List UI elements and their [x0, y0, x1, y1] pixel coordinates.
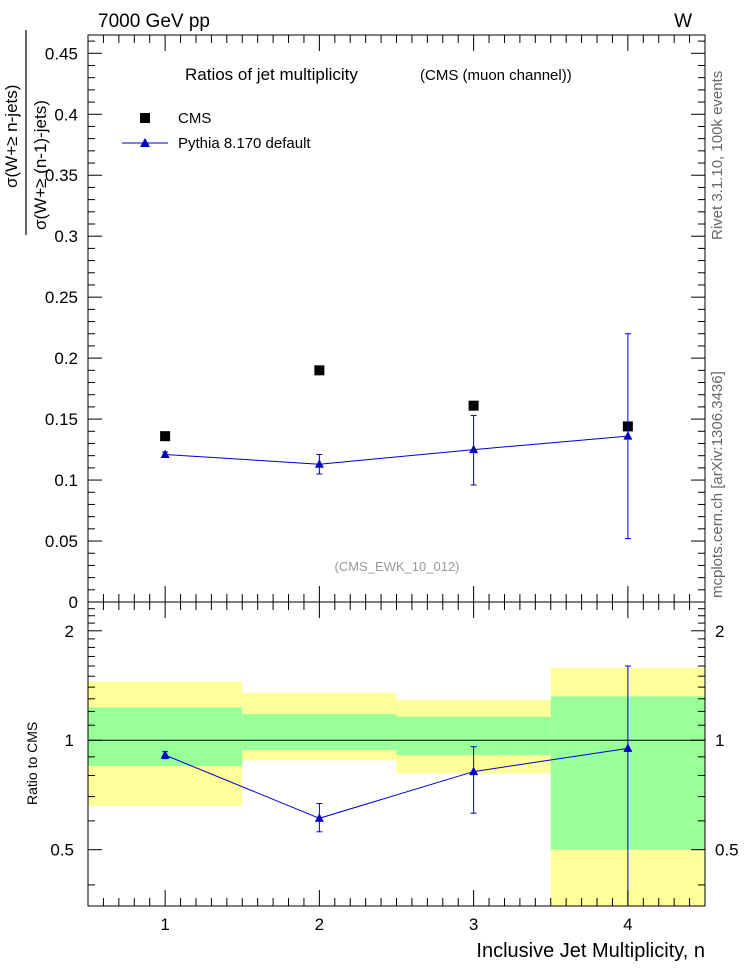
header-process-label: W	[674, 11, 692, 32]
main-y-tick-label: 0.45	[45, 44, 78, 63]
ratio-marks	[160, 665, 633, 906]
ratio-pythia-point	[469, 766, 479, 776]
mcplots-label: mcplots.cern.ch [arXiv:1306.3436]	[709, 371, 726, 598]
main-y-tick-label: 0.4	[54, 105, 78, 124]
header-energy-label: 7000 GeV pp	[98, 11, 210, 32]
ratio-pythia-line	[164, 747, 628, 819]
main-y-axis-label: σ(W+≥ n-jets) σ(W+≥ (n-1)-jets)	[2, 30, 50, 235]
main-y-tick-label: 0.15	[45, 410, 78, 429]
legend-cms-marker	[140, 113, 150, 123]
analysis-watermark: (CMS_EWK_10_012)	[335, 559, 460, 574]
main-x-ticks	[87, 35, 706, 602]
legend-pythia-marker	[140, 138, 150, 147]
main-subtitle: (CMS (muon channel))	[420, 67, 572, 84]
x-tick-label: 2	[315, 915, 324, 934]
ratio-x-ticks: 1 2 3 4	[87, 602, 706, 934]
ratio-pythia-point	[160, 750, 170, 759]
ratio-y-tick-label: 2	[65, 622, 74, 641]
main-y-tick-label: 0	[69, 593, 78, 612]
main-y-tick-label: 0.1	[54, 471, 78, 490]
pythia-line	[165, 435, 628, 465]
ratio-bands	[88, 668, 705, 906]
main-y-label-numerator: σ(W+≥ n-jets)	[2, 85, 21, 188]
x-tick-label: 1	[160, 915, 169, 934]
ratio-y-tick-label-right: 0.5	[715, 841, 739, 860]
ratio-y-tick-label-right: 1	[715, 731, 724, 750]
cms-data-point	[468, 400, 479, 411]
main-y-tick-label: 0.35	[45, 166, 78, 185]
ratio-y-tick-label: 1	[65, 731, 74, 750]
main-y-tick-label: 0.3	[54, 227, 78, 246]
ratio-y-tick-label: 0.5	[50, 841, 74, 860]
ratio-inner-band	[242, 714, 397, 751]
main-y-tick-label: 0.05	[45, 532, 78, 551]
pythia-point	[623, 431, 633, 440]
pythia-point	[469, 444, 479, 454]
x-axis-label: Inclusive Jet Multiplicity, n	[476, 940, 705, 962]
main-y-tick-label: 0.2	[54, 349, 78, 368]
legend-cms-label: CMS	[178, 110, 211, 127]
main-marks	[160, 333, 633, 540]
x-tick-label: 4	[623, 915, 632, 934]
pythia-point	[160, 449, 170, 458]
main-title: Ratios of jet multiplicity	[185, 65, 358, 84]
main-y-tick-label: 0.25	[45, 288, 78, 307]
legend: CMS Pythia 8.170 default	[122, 110, 311, 152]
rivet-version-label: Rivet 3.1.10, 100k events	[709, 71, 726, 240]
ratio-y-axis-label: Ratio to CMS	[24, 722, 40, 805]
cms-data-point	[314, 365, 325, 376]
main-panel: 0 0.05 0.1 0.15 0.2 0.25 0.3 0.35 0.4 0.45 Ratios…	[2, 30, 706, 612]
x-tick-label: 3	[469, 915, 478, 934]
ratio-y-tick-label-right: 2	[715, 622, 724, 641]
cms-data-point	[160, 431, 171, 442]
ratio-y-ticks: 0.5 0.5 1 1 2 2	[50, 608, 739, 886]
ratio-pythia-point	[623, 743, 633, 752]
pythia-point	[314, 459, 324, 468]
main-y-label-denominator: σ(W+≥ (n-1)-jets)	[31, 100, 50, 230]
ratio-panel: 0.5 0.5 1 1 2 2 1 2 3 4 Ratio to CMS Inclusive J…	[24, 601, 739, 962]
ratio-pythia-point	[314, 813, 324, 822]
main-y-ticks: 0 0.05 0.1 0.15 0.2 0.25 0.3 0.35 0.4 0.45	[45, 40, 705, 612]
legend-pythia-label: Pythia 8.170 default	[178, 135, 311, 152]
